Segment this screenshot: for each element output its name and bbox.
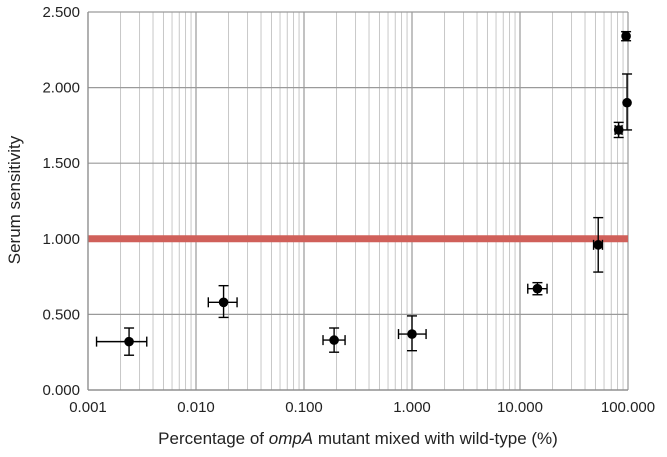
y-tick-labels: 0.000 0.500 1.000 1.500 2.000 2.500: [42, 4, 80, 399]
data-point-group: [592, 216, 604, 273]
x-tick-label: 10.000: [497, 399, 543, 416]
data-point: [329, 335, 339, 345]
y-tick-label: 2.500: [42, 4, 80, 21]
x-tick-label: 1.000: [393, 399, 431, 416]
y-tick-label: 0.500: [42, 306, 80, 323]
data-point: [613, 125, 624, 135]
x-tick-label: 100.000: [601, 399, 655, 416]
data-point-group: [207, 284, 238, 319]
x-axis-label: Percentage of ompA mutant mixed with wil…: [158, 429, 558, 448]
data-point: [593, 240, 604, 250]
y-tick-label: 0.000: [42, 382, 80, 399]
x-axis-label-suffix: mutant mixed with wild-type (%): [313, 429, 558, 448]
x-tick-labels: 0.001 0.010 0.100 1.000 10.000 100.000: [69, 399, 655, 416]
y-tick-label: 1.500: [42, 155, 80, 172]
y-tick-label: 1.000: [42, 231, 80, 248]
data-point-group: [527, 281, 548, 296]
data-point: [407, 329, 417, 339]
data-point: [124, 336, 134, 347]
data-point-group: [95, 327, 148, 356]
y-tick-label: 2.000: [42, 80, 80, 97]
x-tick-label: 0.100: [285, 399, 323, 416]
grid: [87, 11, 629, 391]
data-point-group: [397, 315, 427, 352]
data-point-group: [613, 121, 624, 139]
data-point: [622, 97, 632, 108]
data-point: [218, 297, 229, 308]
data-point-group: [621, 30, 632, 42]
data-point: [621, 31, 631, 41]
data-points: [95, 30, 633, 356]
x-axis-label-prefix: Percentage of: [158, 429, 269, 448]
data-point-group: [622, 73, 633, 131]
data-point-group: [322, 327, 346, 353]
x-tick-label: 0.010: [177, 399, 215, 416]
axes: [87, 12, 628, 391]
x-axis-label-italic: ompA: [269, 429, 313, 448]
data-point: [532, 283, 543, 294]
y-axis-label: Serum sensitivity: [5, 135, 24, 264]
x-tick-label: 0.001: [69, 399, 107, 416]
